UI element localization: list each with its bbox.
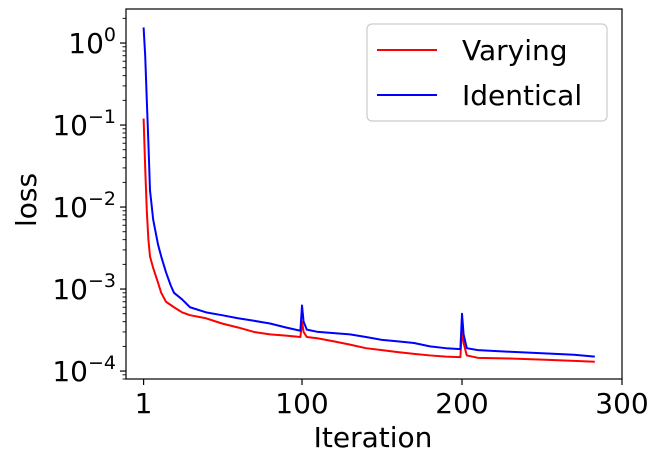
x-tick-label: 300	[595, 387, 648, 420]
x-tick-label: 1	[135, 387, 153, 420]
x-axis-label: Iteration	[314, 421, 433, 454]
legend-box	[366, 23, 608, 122]
series-layer	[142, 27, 595, 363]
y-axis-ticks: 100 10−1 10−2 10−3 10−4	[52, 17, 126, 388]
x-tick-label: 200	[435, 387, 488, 420]
legend-label-varying: Varying	[462, 34, 568, 67]
y-tick-label: 10−1	[52, 106, 116, 142]
y-tick-label: 100	[68, 24, 116, 60]
series-line-varying	[142, 118, 595, 363]
y-tick-label: 10−2	[52, 188, 116, 224]
legend-label-identical: Identical	[462, 79, 582, 112]
y-tick-label: 10−3	[52, 270, 116, 306]
x-axis-ticks: 1 100 200 300	[135, 379, 649, 420]
plot-frame	[125, 8, 623, 380]
y-axis-label: loss	[10, 173, 43, 227]
legend: Varying Identical	[366, 23, 608, 122]
series-line-identical	[142, 27, 595, 358]
x-tick-label: 100	[275, 387, 328, 420]
y-tick-label: 10−4	[52, 352, 116, 388]
